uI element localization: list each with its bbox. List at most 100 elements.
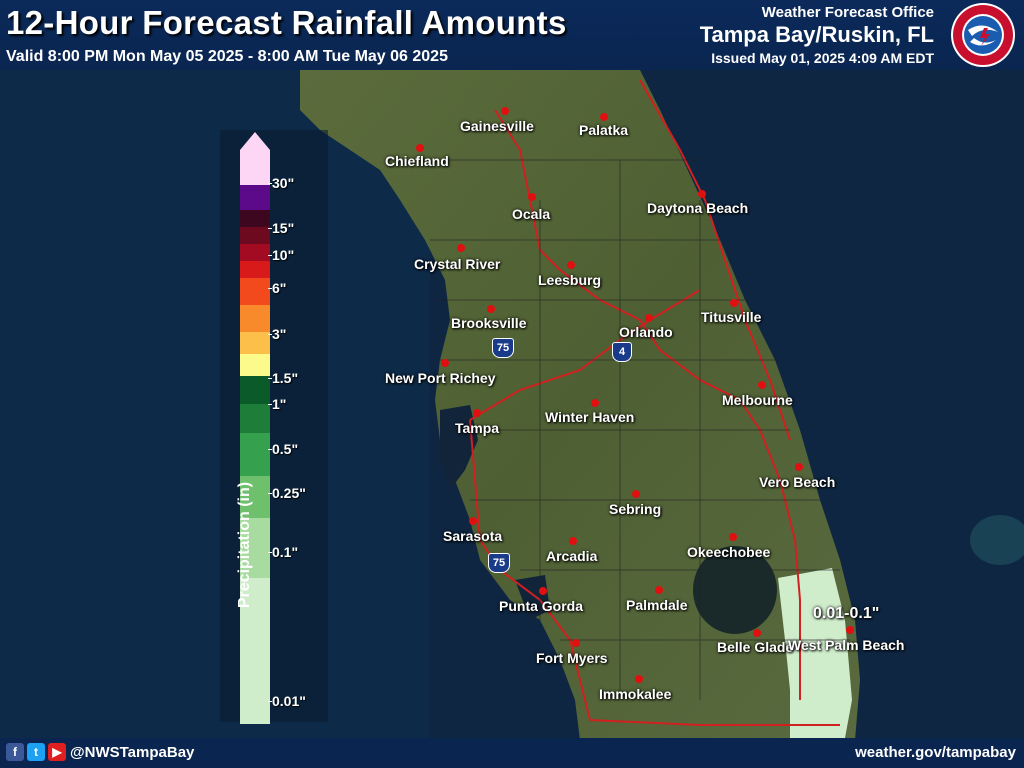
city-dot-icon [473,409,481,417]
city-dot-icon [572,639,580,647]
city-label: Daytona Beach [647,200,749,216]
legend-segment [240,433,270,476]
precipitation-legend: 30" 15" 10" 6" 3" 1.5" 1" 0.5" 0.25" 0.1" 0.01" Pr… [220,130,328,724]
city-dot-icon [758,381,766,389]
page-title: 12-Hour Forecast Rainfall Amounts [6,4,567,41]
legend-segment [240,185,270,210]
city-label: Okeechobee [687,544,771,560]
city-dot-icon [729,533,737,541]
footer-bar: f t ▶ @NWSTampaBay weather.gov/tampabay [0,738,1024,768]
city-dot-icon [416,144,424,152]
legend-tick-label: 30" [267,175,295,191]
city-dot-icon [846,626,854,634]
city-label: West Palm Beach [788,637,905,653]
legend-segment [240,305,270,332]
city-label: Chiefland [385,153,449,169]
city-dot-icon [569,537,577,545]
city-label: Winter Haven [545,409,635,425]
social-icons: f t ▶ [6,743,66,761]
legend-color-bar [240,150,270,724]
city-dot-icon [655,586,663,594]
legend-tick-label: 3" [267,326,287,342]
city-dot-icon [730,299,738,307]
i4-shield: 4 [612,342,632,362]
legend-segment [240,376,270,404]
social-handle[interactable]: @NWSTampaBay [70,744,195,761]
city-dot-icon [441,359,449,367]
legend-tick-label: 1" [267,396,287,412]
city-label: Ocala [512,206,551,222]
city-label: Titusville [701,309,762,325]
city-dot-icon [567,261,575,269]
city-label: New Port Richey [385,370,496,386]
legend-segment [240,278,270,305]
city-label: Palatka [579,122,629,138]
city-dot-icon [632,490,640,498]
issued-time: Issued May 01, 2025 4:09 AM EDT [711,50,934,66]
city-dot-icon [539,587,547,595]
valid-time: Valid 8:00 PM Mon May 05 2025 - 8:00 AM … [6,48,448,65]
legend-segment [240,354,270,376]
office-label: Weather Forecast Office [761,4,934,21]
legend-segment [240,244,270,261]
legend-tick-label: 0.1" [267,544,299,560]
legend-tick-label: 6" [267,280,287,296]
legend-tick-label: 15" [267,220,295,236]
city-label: Punta Gorda [499,598,584,614]
city-dot-icon [635,675,643,683]
city-dot-icon [591,399,599,407]
legend-tick-label: 10" [267,247,295,263]
legend-title: Precipitation (in) [236,481,253,609]
city-label: Palmdale [626,597,688,613]
youtube-icon[interactable]: ▶ [48,743,66,761]
city-label: Arcadia [546,548,598,564]
legend-tick-label: 0.01" [268,693,306,709]
nws-logo [951,3,1015,67]
city-dot-icon [795,463,803,471]
legend-segment [240,150,270,185]
i75-shield-north: 75 [492,338,514,358]
city-label: Immokalee [599,686,672,702]
website-link[interactable]: weather.gov/tampabay [855,744,1016,761]
legend-segment [240,476,270,518]
city-label: Orlando [619,324,673,340]
legend-segment [240,518,270,578]
city-label: Vero Beach [759,474,836,490]
city-dot-icon [457,244,465,252]
lake-okeechobee [693,546,777,634]
twitter-icon[interactable]: t [27,743,45,761]
facebook-icon[interactable]: f [6,743,24,761]
legend-arrow-icon [240,132,270,150]
city-label: Sarasota [443,528,503,544]
city-label: Sebring [609,501,662,517]
city-dot-icon [645,314,653,322]
legend-tick-label: 1.5" [267,370,299,386]
city-dot-icon [487,305,495,313]
header-bar: 12-Hour Forecast Rainfall Amounts Valid … [0,0,1024,70]
city-label: Brooksville [451,315,527,331]
city-label: Leesburg [538,272,602,288]
city-dot-icon [528,193,536,201]
city-label: Melbourne [722,392,793,408]
legend-segment [240,332,270,354]
city-dot-icon [501,107,509,115]
legend-segment [240,404,270,433]
city-dot-icon [698,190,706,198]
city-dot-icon [469,517,477,525]
office-name: Tampa Bay/Ruskin, FL [699,22,934,47]
legend-segment [240,227,270,244]
tampa-bay [440,405,478,490]
legend-tick-label: 0.25" [268,485,306,501]
legend-segment [240,261,270,278]
rain-area [778,568,852,738]
city-dot-icon [753,629,761,637]
legend-segment [240,210,270,227]
i75-shield-south: 75 [488,553,510,573]
city-dot-icon [600,113,608,121]
city-label: Tampa [455,420,500,436]
city-label: Belle Glade [717,639,794,655]
rain-area-label: 0.01-0.1" [813,605,880,622]
city-label: Fort Myers [536,650,608,666]
city-label: Gainesville [460,118,534,134]
